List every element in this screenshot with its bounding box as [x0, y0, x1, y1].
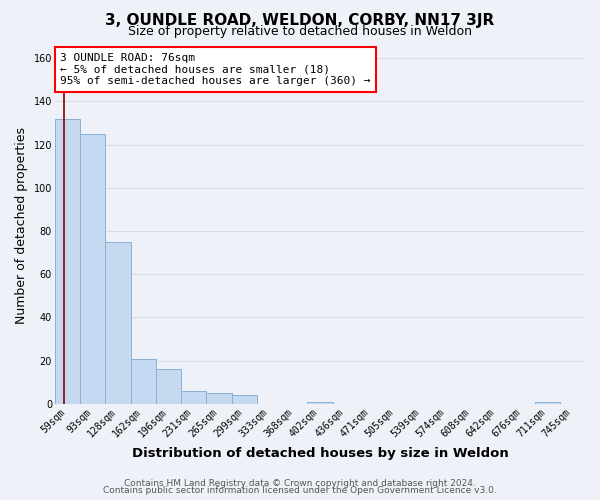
- Y-axis label: Number of detached properties: Number of detached properties: [15, 127, 28, 324]
- Text: Contains public sector information licensed under the Open Government Licence v3: Contains public sector information licen…: [103, 486, 497, 495]
- Bar: [206, 393, 232, 404]
- Bar: [80, 134, 106, 404]
- Text: Size of property relative to detached houses in Weldon: Size of property relative to detached ho…: [128, 25, 472, 38]
- Bar: [535, 402, 560, 404]
- Bar: [307, 402, 332, 404]
- X-axis label: Distribution of detached houses by size in Weldon: Distribution of detached houses by size …: [131, 447, 508, 460]
- Text: 3 OUNDLE ROAD: 76sqm
← 5% of detached houses are smaller (18)
95% of semi-detach: 3 OUNDLE ROAD: 76sqm ← 5% of detached ho…: [60, 53, 371, 86]
- Bar: [106, 242, 131, 404]
- Bar: [181, 391, 206, 404]
- Bar: [131, 358, 156, 404]
- Text: 3, OUNDLE ROAD, WELDON, CORBY, NN17 3JR: 3, OUNDLE ROAD, WELDON, CORBY, NN17 3JR: [106, 12, 494, 28]
- Text: Contains HM Land Registry data © Crown copyright and database right 2024.: Contains HM Land Registry data © Crown c…: [124, 478, 476, 488]
- Bar: [156, 370, 181, 404]
- Bar: [232, 396, 257, 404]
- Bar: [55, 119, 80, 404]
